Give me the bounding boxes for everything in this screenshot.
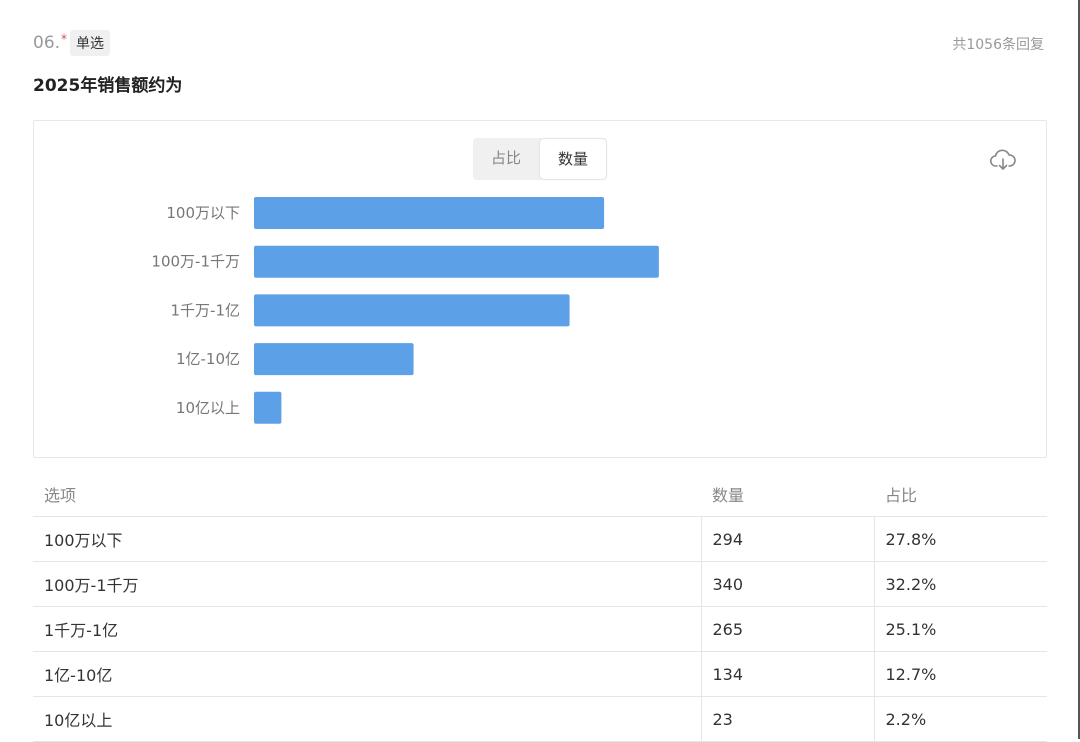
- cell-option: 1亿-10亿: [33, 651, 701, 697]
- cell-percent: 25.1%: [873, 606, 1047, 652]
- category-label: 1千万-1亿: [171, 301, 241, 319]
- view-toggle: 占比 数量: [473, 138, 607, 180]
- bar[interactable]: [254, 197, 605, 229]
- header-count: 数量: [701, 472, 874, 517]
- header-percent: 占比: [874, 472, 1047, 517]
- cell-count: 23: [700, 696, 874, 742]
- bar[interactable]: [254, 294, 570, 327]
- question-title: 2025年销售额约为: [33, 76, 183, 96]
- cell-percent: 12.7%: [873, 651, 1047, 697]
- question-number: 06.: [33, 33, 61, 53]
- bar[interactable]: [254, 343, 414, 376]
- header-option: 选项: [33, 472, 701, 517]
- table-header-row: 选项 数量 占比: [33, 472, 1047, 517]
- table-row: 100万-1千万 340 32.2%: [33, 561, 1047, 607]
- category-label: 10亿以上: [176, 399, 240, 417]
- category-label: 100万以下: [166, 204, 240, 222]
- category-label: 100万-1千万: [151, 253, 240, 271]
- cell-option: 10亿以上: [33, 696, 701, 742]
- category-label: 1亿-10亿: [176, 350, 240, 368]
- tab-count[interactable]: 数量: [540, 139, 606, 179]
- tab-percent[interactable]: 占比: [490, 149, 521, 167]
- table-row: 1千万-1亿 265 25.1%: [33, 606, 1047, 652]
- bar-chart: 100万以下 100万-1千万 1千万-1亿 1亿-10亿 10亿以上: [151, 197, 659, 424]
- cell-count: 265: [700, 606, 874, 652]
- results-table: 选项 数量 占比 100万以下 294 27.8% 100万-1千万 340 32.2% 1…: [33, 472, 1047, 742]
- reply-count: 共1056条回复: [952, 37, 1044, 53]
- question-header: 06. * 单选: [33, 30, 111, 56]
- cell-option: 1千万-1亿: [33, 606, 701, 652]
- table-row: 1亿-10亿 134 12.7%: [33, 651, 1047, 697]
- table-row: 100万以下 294 27.8%: [33, 516, 1047, 562]
- required-mark: *: [61, 32, 68, 46]
- bar[interactable]: [254, 391, 282, 424]
- cell-percent: 2.2%: [873, 696, 1047, 742]
- cloud-download-icon[interactable]: [989, 148, 1017, 176]
- question-type-badge: 单选: [70, 30, 111, 56]
- cell-percent: 32.2%: [873, 561, 1047, 607]
- cell-percent: 27.8%: [873, 516, 1047, 562]
- chart-panel: 100万以下 100万-1千万 1千万-1亿 1亿-10亿 10亿以上 占比 数量: [33, 120, 1047, 458]
- cell-option: 100万-1千万: [33, 561, 701, 607]
- bar[interactable]: [254, 245, 659, 278]
- cell-count: 294: [700, 516, 874, 562]
- table-row: 10亿以上 23 2.2%: [33, 696, 1047, 742]
- cell-option: 100万以下: [33, 516, 701, 562]
- cell-count: 340: [700, 561, 874, 607]
- cell-count: 134: [700, 651, 874, 697]
